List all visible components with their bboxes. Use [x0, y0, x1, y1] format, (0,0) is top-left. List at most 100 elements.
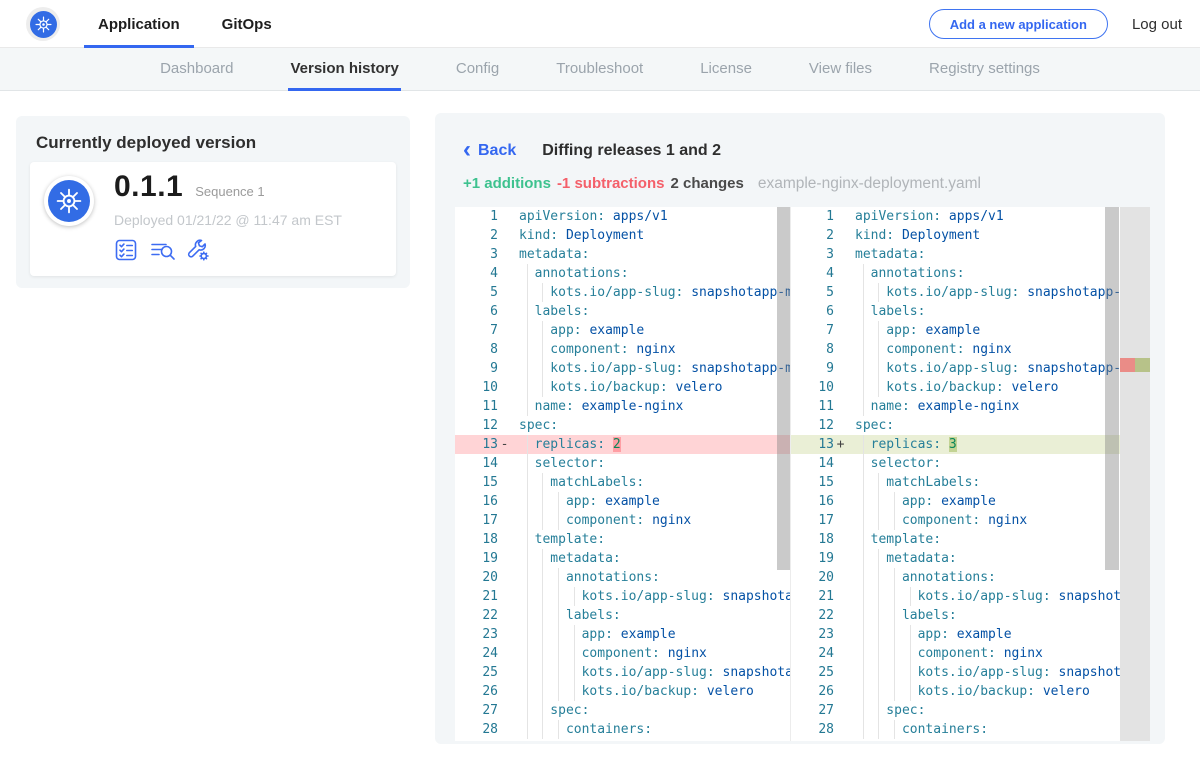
back-label: Back	[478, 142, 517, 159]
subnav-tab-version-history[interactable]: Version history	[288, 48, 402, 91]
scrollbar-thumb-right[interactable]	[1105, 207, 1119, 570]
version-number: 0.1.1	[114, 170, 184, 203]
diff-editor: 1 apiVersion: apps/v1 2 kind: Deployment 3 me…	[455, 207, 1150, 741]
code-line-19: 19 metadata:	[482, 549, 621, 568]
topbar: Application GitOps Add a new application …	[0, 0, 1200, 48]
kubernetes-logo	[26, 7, 60, 41]
config-wrench-icon[interactable]	[186, 238, 210, 262]
back-button[interactable]: ‹ Back	[463, 135, 517, 163]
code-line-2: 2 kind: Deployment	[826, 228, 981, 243]
diff-panel-modified: 1 apiVersion: apps/v1 2 kind: Deployment 3 me…	[790, 207, 1150, 741]
preflight-checklist-icon[interactable]	[114, 238, 138, 262]
code-line-8: 8 component: nginx	[826, 340, 1012, 359]
subnav-tab-license[interactable]: License	[700, 60, 752, 77]
topbar-tab-application[interactable]: Application	[84, 0, 194, 48]
code-line-17: 17 component: nginx	[818, 511, 1028, 530]
code-line-19: 19 metadata:	[818, 549, 957, 568]
code-line-14: 14 selector:	[818, 454, 942, 473]
code-line-24: 24 component: nginx	[482, 644, 707, 663]
changes-count: 2 changes	[670, 175, 744, 192]
code-line-23: 23 app: example	[818, 625, 1012, 644]
subnav-tab-config[interactable]: Config	[455, 60, 500, 77]
topbar-tab-gitops[interactable]: GitOps	[221, 15, 272, 33]
code-line-3: 3 metadata:	[826, 247, 926, 262]
topbar-actions: Add a new application Log out	[928, 0, 1182, 48]
sequence-label: Sequence 1	[195, 184, 265, 199]
subnav-tab-troubleshoot[interactable]: Troubleshoot	[556, 60, 644, 77]
code-line-3: 3 metadata:	[490, 247, 590, 262]
version-action-icons	[114, 238, 210, 262]
code-line-1: 1 apiVersion: apps/v1	[826, 209, 1004, 224]
code-line-10: 10 kots.io/backup: velero	[818, 378, 1059, 397]
code-line-6: 6 labels:	[490, 302, 590, 321]
code-line-12: 12 spec:	[482, 418, 559, 433]
deployed-timestamp: Deployed 01/21/22 @ 11:47 am EST	[114, 212, 342, 228]
code-line-24: 24 component: nginx	[818, 644, 1043, 663]
code-line-9: 9 kots.io/app-slug: snapshotapp-mu	[826, 359, 1137, 378]
subnav-tab-dashboard[interactable]: Dashboard	[160, 60, 234, 77]
diff-header: ‹ Back Diffing releases 1 and 2	[463, 135, 721, 163]
code-line-28: 28 containers:	[482, 720, 653, 739]
kubernetes-wheel-icon	[29, 10, 57, 38]
subnav: Dashboard Version history Config Troublesho…	[0, 48, 1200, 91]
deployed-version-card: Currently deployed version 0.1.1 Sequenc…	[16, 116, 410, 288]
ruler-deletion-marker	[1120, 358, 1135, 372]
diff-card: ‹ Back Diffing releases 1 and 2 +1 addit…	[435, 113, 1165, 744]
code-line-16: 16 app: example	[818, 492, 996, 511]
ruler-addition-marker	[1135, 358, 1150, 372]
code-line-10: 10 kots.io/backup: velero	[482, 378, 723, 397]
diff-panel-original: 1 apiVersion: apps/v1 2 kind: Deployment 3 me…	[455, 207, 790, 741]
code-line-5: 5 kots.io/app-slug: snapshotapp-mu	[490, 283, 790, 302]
deployed-version-inner-card: 0.1.1 Sequence 1 Deployed 01/21/22 @ 11:…	[30, 162, 396, 276]
code-line-15: 15 matchLabels:	[482, 473, 645, 492]
code-line-27: 27 spec:	[482, 701, 590, 720]
code-line-14: 14 selector:	[482, 454, 606, 473]
code-line-2: 2 kind: Deployment	[490, 228, 645, 243]
diff-filename: example-nginx-deployment.yaml	[757, 175, 981, 192]
code-line-9: 9 kots.io/app-slug: snapshotapp-mu	[490, 359, 790, 378]
code-line-7: 7 app: example	[490, 321, 645, 340]
logout-button[interactable]: Log out	[1131, 15, 1182, 33]
code-line-11: 11 name: example-nginx	[818, 397, 1020, 416]
add-application-button[interactable]: Add a new application	[928, 9, 1108, 39]
code-line-13: 13 + replicas: 3	[791, 435, 1150, 454]
deploy-logs-icon[interactable]	[150, 238, 175, 262]
code-line-22: 22 labels:	[482, 606, 621, 625]
code-line-26: 26 kots.io/backup: velero	[818, 682, 1090, 701]
code-line-8: 8 component: nginx	[490, 340, 676, 359]
code-line-13: 13- replicas: 2	[455, 435, 790, 454]
code-line-26: 26 kots.io/backup: velero	[482, 682, 754, 701]
scrollbar-thumb-left[interactable]	[777, 207, 790, 570]
code-line-15: 15 matchLabels:	[818, 473, 981, 492]
additions-count: +1 additions	[463, 175, 551, 192]
code-line-6: 6 labels:	[826, 302, 926, 321]
code-line-22: 22 labels:	[818, 606, 957, 625]
code-line-18: 18 template:	[818, 530, 942, 549]
diff-overview-ruler	[1120, 207, 1150, 741]
code-line-12: 12 spec:	[818, 418, 895, 433]
topbar-tabs: Application GitOps	[84, 0, 272, 48]
code-line-23: 23 app: example	[482, 625, 676, 644]
code-line-20: 20 annotations:	[818, 568, 996, 587]
subnav-tab-view-files[interactable]: View files	[808, 60, 873, 77]
code-line-17: 17 component: nginx	[482, 511, 692, 530]
subnav-tab-registry-settings[interactable]: Registry settings	[929, 60, 1040, 77]
chevron-left-icon: ‹	[463, 135, 471, 163]
diff-stats: +1 additions -1 subtractions 2 changes e…	[463, 175, 981, 193]
code-line-16: 16 app: example	[482, 492, 660, 511]
code-line-5: 5 kots.io/app-slug: snapshotapp-mu	[826, 283, 1137, 302]
diff-title: Diffing releases 1 and 2	[542, 142, 721, 159]
code-line-20: 20 annotations:	[482, 568, 660, 587]
app-logo-badge	[44, 176, 94, 226]
code-line-11: 11 name: example-nginx	[482, 397, 684, 416]
code-line-7: 7 app: example	[826, 321, 981, 340]
code-line-18: 18 template:	[482, 530, 606, 549]
kubernetes-wheel-icon	[48, 180, 90, 222]
deployed-card-title: Currently deployed version	[36, 133, 257, 152]
code-line-28: 28 containers:	[818, 720, 989, 739]
code-line-27: 27 spec:	[818, 701, 926, 720]
